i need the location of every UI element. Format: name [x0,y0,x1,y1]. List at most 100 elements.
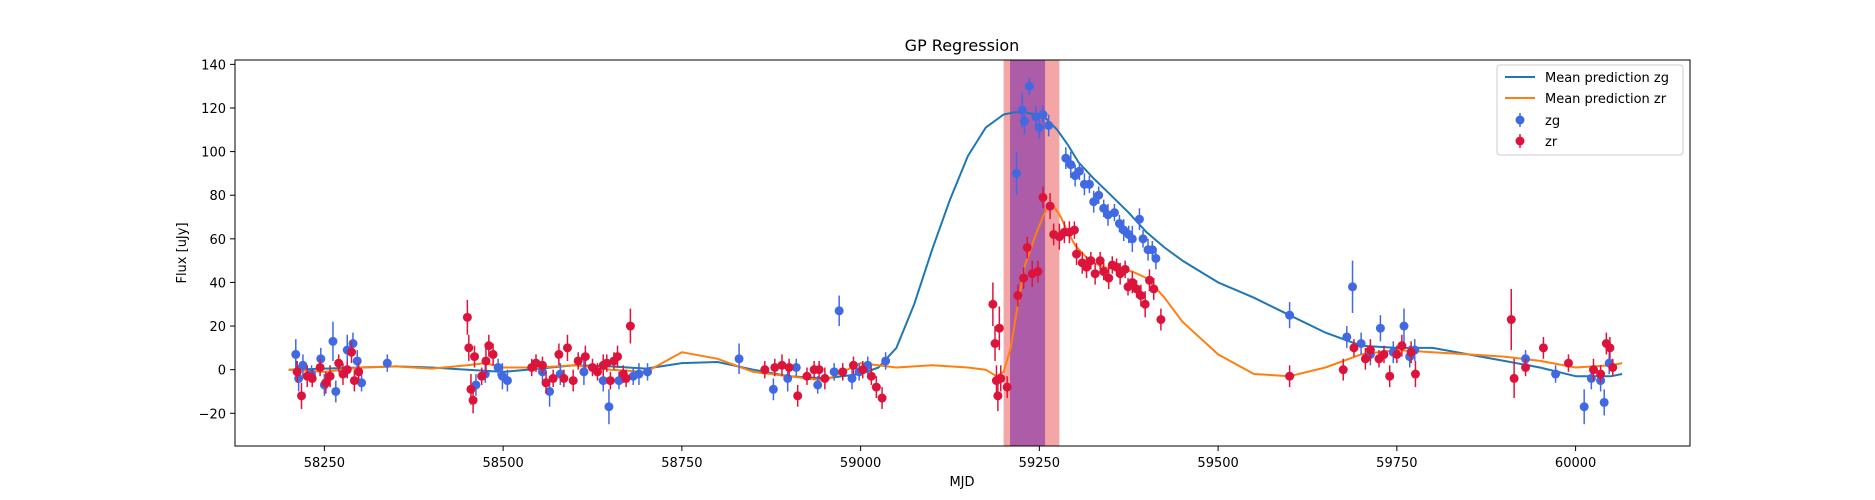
zr-point-111 [1521,362,1531,372]
zr-point-59 [990,339,1000,349]
zr-point-9 [342,365,352,375]
zr-point-90 [1127,277,1137,287]
zg-point-27 [643,367,653,377]
y-tick-label-100: 100 [201,146,226,161]
zr-point-54 [858,365,868,375]
legend-line-zg-label: Mean prediction zg [1545,71,1669,86]
zg-point-31 [791,362,801,372]
zg-point-21 [579,367,589,377]
zr-point-84 [1104,273,1114,283]
zr-point-65 [1013,291,1023,301]
zr-point-58 [988,299,998,309]
zg-point-24 [614,376,624,386]
zg-point-45 [1038,110,1048,120]
zr-point-50 [814,365,824,375]
zr-point-92 [1136,291,1146,301]
zg-point-67 [1285,310,1295,320]
zr-point-18 [477,371,487,381]
zg-point-66 [1151,253,1161,263]
legend: Mean prediction zg Mean prediction zr zg… [1496,64,1684,156]
zr-point-25 [541,378,551,388]
zr-point-95 [1149,284,1159,294]
series-zr [292,186,1618,414]
y-tick-label-40: 40 [209,276,226,291]
zr-point-32 [580,352,590,362]
zr-point-24 [537,360,547,370]
x-tick-label-59500: 59500 [1197,456,1238,471]
zr-point-113 [1563,358,1573,368]
zr-point-4 [315,362,325,372]
zg-point-0 [291,349,301,359]
chart-title: GP Regression [905,36,1020,55]
zr-point-108 [1410,369,1420,379]
zg-point-80 [1586,373,1596,383]
zr-point-14 [464,343,474,353]
zg-point-74 [1399,321,1409,331]
zr-point-36 [602,358,612,368]
zg-point-23 [604,402,614,412]
legend-zg-marker [1515,113,1525,127]
y-tick-label--20: −20 [199,407,226,422]
zr-point-15 [466,384,476,394]
zg-point-43 [1031,112,1041,122]
x-tick-label-60000: 60000 [1555,456,1596,471]
zr-point-5 [321,378,331,388]
zg-point-33 [829,367,839,377]
zg-point-78 [1551,369,1561,379]
zr-point-29 [562,343,572,353]
legend-zg-label: zg [1545,114,1560,129]
zr-point-106 [1397,341,1407,351]
y-tick-label-120: 120 [201,102,226,117]
zr-point-52 [838,367,848,377]
zg-point-54 [1094,190,1104,200]
zr-point-93 [1140,299,1150,309]
legend-zr-marker [1515,134,1525,148]
zr-point-16 [468,395,478,405]
zr-point-71 [1045,201,1055,211]
zr-point-115 [1596,369,1606,379]
zr-point-82 [1095,256,1105,266]
y-axis-ticks: −20 0 20 40 60 80 100 120 140 [199,58,235,422]
zg-point-46 [1044,120,1054,130]
zr-point-98 [1338,365,1348,375]
zg-point-12 [382,358,392,368]
zg-point-41 [1019,116,1029,126]
zg-point-10 [352,356,362,366]
zr-point-117 [1605,343,1615,353]
zr-point-34 [592,367,602,377]
zg-point-48 [1066,160,1076,170]
zr-point-101 [1365,345,1375,355]
zr-point-109 [1506,315,1516,325]
zr-point-112 [1538,343,1548,353]
zr-point-6 [325,371,335,381]
zr-point-118 [1608,362,1618,372]
zg-point-52 [1084,179,1094,189]
x-tick-label-59000: 59000 [840,456,881,471]
x-tick-label-58250: 58250 [304,456,345,471]
zr-point-47 [793,391,803,401]
zr-point-57 [877,393,887,403]
zr-point-81 [1090,269,1100,279]
zr-point-104 [1385,371,1395,381]
zr-point-67 [1022,243,1032,253]
zr-point-45 [777,360,787,370]
zg-point-58 [1114,219,1124,229]
zg-point-44 [1034,123,1044,133]
zr-point-103 [1379,349,1389,359]
zg-point-39 [1011,168,1021,178]
zr-point-30 [568,376,578,386]
y-tick-label-0: 0 [218,364,226,379]
zr-point-28 [559,373,569,383]
zg-point-34 [834,306,844,316]
zr-point-80 [1086,256,1096,266]
zg-point-19 [545,386,555,396]
zr-point-66 [1019,273,1029,283]
zr-point-53 [848,360,858,370]
zr-point-56 [871,382,881,392]
zr-point-39 [613,352,623,362]
zg-point-50 [1074,166,1084,176]
zr-point-0 [292,367,302,377]
zg-point-2 [298,360,308,370]
zr-point-55 [866,371,876,381]
zg-point-9 [348,339,358,349]
